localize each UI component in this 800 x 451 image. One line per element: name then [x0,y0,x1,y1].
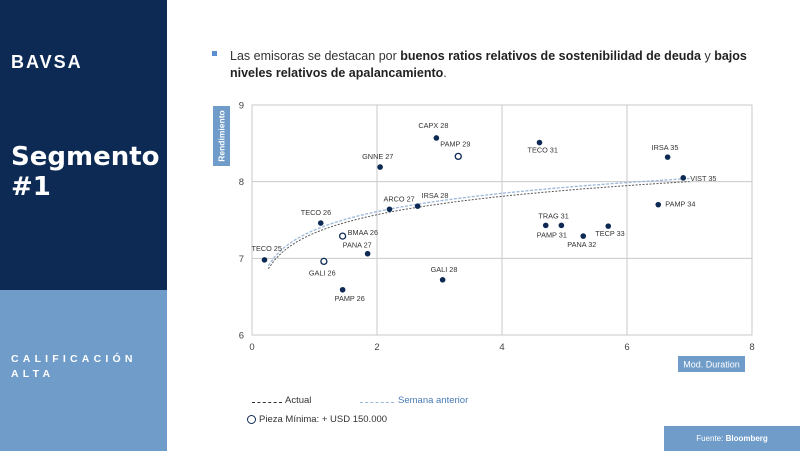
data-point [439,277,446,283]
source-name: Bloomberg [725,434,768,443]
headline-bold1: buenos ratios relativos de sostenibilida… [400,49,701,63]
data-point-label: GALI 28 [431,265,458,274]
headline-part3: . [443,66,447,80]
x-axis-title: Mod. Duration [683,360,740,370]
calificacion-line1: CALIFICACIÓN [11,353,137,365]
x-tick-label: 4 [499,342,504,353]
bavsa-logo: BAVSA [11,52,83,72]
data-point [386,206,393,213]
trend-line-previous [267,177,690,266]
x-tick-label: 0 [249,342,254,353]
data-point-label: TECP 33 [595,229,624,238]
headline-part2: y [701,49,715,63]
y-tick-label: 6 [239,331,244,342]
legend-previous-line [360,402,394,403]
data-point [664,154,671,160]
data-point [680,175,687,181]
data-point-open [454,152,462,161]
segment-title-line1: Segmento [11,142,160,172]
x-tick-label: 8 [749,342,754,353]
y-axis-title-box: Rendimiento [213,106,230,166]
source-box: Fuente: Bloomberg [664,426,800,451]
headline-text: Las emisoras se destacan por buenos rati… [230,48,774,82]
data-point [655,201,662,208]
data-point-open [338,232,347,240]
sidebar-top-panel [0,0,167,290]
legend-open-marker-label: Pieza Mínima: + USD 150.000 [259,414,388,425]
data-point-label: TECO 26 [301,208,331,217]
chart-points: TECO 25 TECO 26 GALI 26 BMAA 26 PAMP 26 PANA … [252,121,717,303]
data-point-label: PANA 32 [567,240,596,249]
headline-bold2: bajos niveles relativos de apalancamient… [230,49,747,80]
source-prefix: Fuente: [696,434,726,443]
data-point-label: ARCO 27 [384,194,415,203]
data-point-label: PANA 27 [343,241,372,250]
legend-actual-line [252,402,282,403]
y-axis-title: Rendimiento [217,110,227,161]
trend-curves [267,177,690,269]
y-tick-label: 8 [239,177,244,188]
calificacion-line2: ALTA [11,368,55,380]
x-axis-title-box: Mod. Duration [678,356,745,372]
sidebar-bottom-panel [0,290,167,451]
trend-line-actual [267,181,690,269]
segment-title-line2: #1 [11,172,51,202]
headline: Las emisoras se destacan por buenos rati… [214,48,774,82]
data-point-open [320,257,328,266]
data-point-label: TRAG 31 [538,211,568,220]
data-point [580,233,587,239]
data-point-label: PAMP 26 [335,294,365,303]
x-tick-label: 2 [374,342,379,353]
legend-previous-label: Semana anterior [398,395,469,406]
headline-part1: Las emisoras se destacan por [230,49,401,63]
bullet-icon [212,51,217,56]
data-point-label: PAMP 34 [665,200,695,209]
data-point [261,257,268,263]
data-point [542,222,549,229]
data-point-label: IRSA 28 [422,191,449,200]
legend-actual-label: Actual [285,395,312,406]
data-point [433,135,440,141]
legend-open-circle-icon [247,415,256,424]
data-point-label: CAPX 28 [418,121,448,130]
chart-grid [251,104,753,336]
data-point-label: TECO 25 [252,244,282,253]
data-point-label: VIST 35 [690,174,716,183]
y-tick-label: 7 [239,254,244,265]
data-point-label: PAMP 29 [440,139,470,148]
data-point [364,250,371,257]
data-point [339,286,346,293]
calificacion-label: CALIFICACIÓN ALTA [11,352,137,382]
data-point-label: GNNE 27 [362,152,393,161]
x-tick-label: 6 [624,342,629,353]
segment-title: Segmento #1 [11,142,160,202]
data-point-label: PAMP 31 [537,230,567,239]
data-point-label: TECO 31 [528,146,558,155]
data-point [605,223,612,229]
data-point-label: GALI 26 [309,268,336,277]
data-point-label: BMAA 26 [348,228,378,237]
data-point [317,220,324,226]
data-point [536,139,543,146]
data-point [377,164,383,170]
data-point-label: IRSA 35 [652,143,679,152]
data-point [414,203,421,209]
chart-ticks: 0 2 4 6 8 6 7 8 9 [239,101,755,354]
y-tick-label: 9 [239,101,244,112]
data-point [558,222,565,229]
